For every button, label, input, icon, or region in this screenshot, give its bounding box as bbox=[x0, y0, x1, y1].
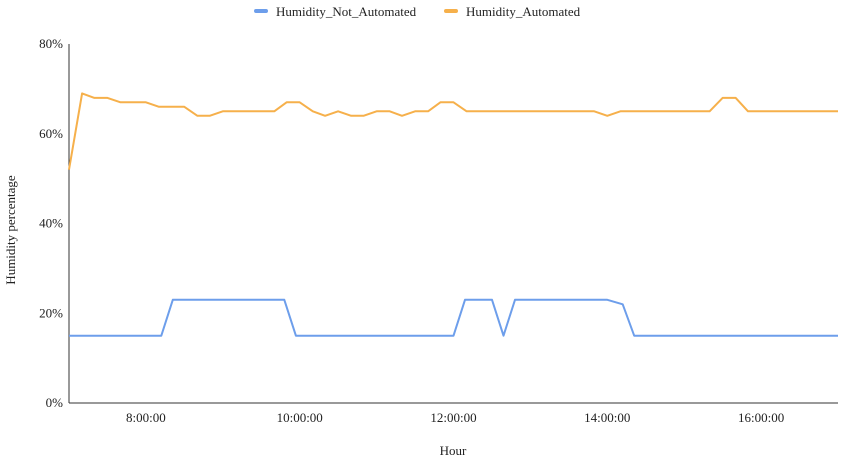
x-tick-label: 16:00:00 bbox=[738, 410, 784, 425]
y-tick-label: 80% bbox=[39, 36, 63, 51]
x-axis-title: Hour bbox=[440, 443, 467, 458]
legend-label-automated: Humidity_Automated bbox=[466, 4, 581, 19]
x-axis-ticks: 8:00:00 10:00:00 12:00:00 14:00:00 16:00:00 bbox=[126, 410, 784, 425]
legend: Humidity_Not_Automated Humidity_Automate… bbox=[254, 4, 581, 19]
legend-swatch-automated bbox=[444, 9, 458, 13]
y-tick-label: 20% bbox=[39, 305, 63, 320]
series-layer bbox=[68, 92, 838, 337]
series-line-automated[interactable] bbox=[68, 92, 838, 170]
x-tick-label: 8:00:00 bbox=[126, 410, 166, 425]
y-tick-label: 60% bbox=[39, 126, 63, 141]
y-axis-title: Humidity percentage bbox=[3, 175, 18, 285]
legend-swatch-not-automated bbox=[254, 9, 268, 13]
legend-item-not-automated[interactable]: Humidity_Not_Automated bbox=[254, 4, 417, 19]
legend-item-automated[interactable]: Humidity_Automated bbox=[444, 4, 581, 19]
y-tick-label: 40% bbox=[39, 216, 63, 231]
x-tick-label: 10:00:00 bbox=[277, 410, 323, 425]
x-tick-label: 14:00:00 bbox=[584, 410, 630, 425]
y-tick-label: 0% bbox=[46, 395, 64, 410]
y-axis-ticks: 0% 20% 40% 60% 80% bbox=[39, 36, 63, 410]
x-tick-label: 12:00:00 bbox=[430, 410, 476, 425]
legend-label-not-automated: Humidity_Not_Automated bbox=[276, 4, 417, 19]
series-line-not-automated[interactable] bbox=[69, 298, 838, 337]
